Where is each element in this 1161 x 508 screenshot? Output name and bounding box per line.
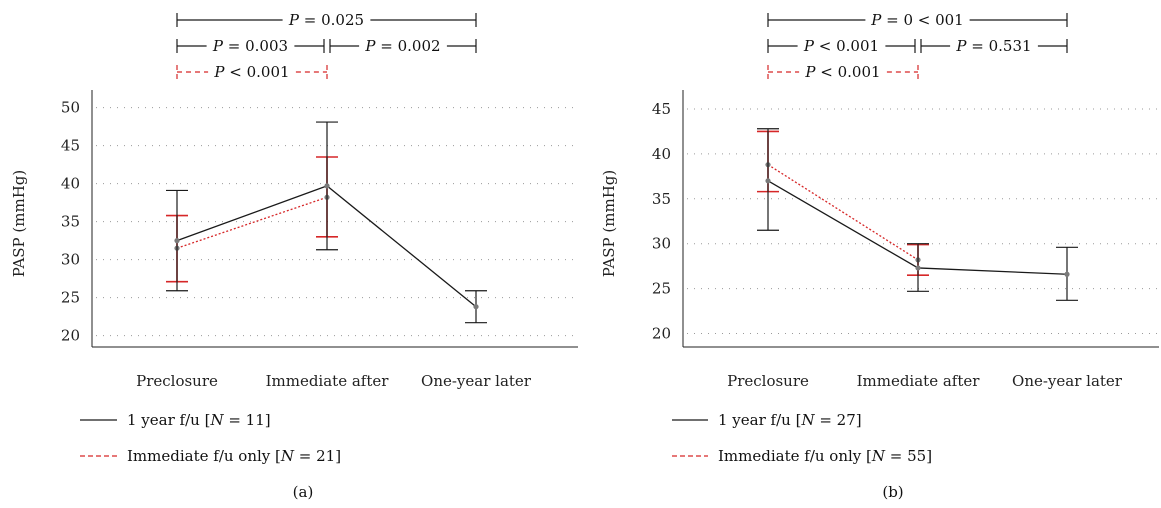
comparison-bracket: P = 0 < 001 — [767, 11, 1068, 29]
y-tick-label: 40 — [61, 175, 80, 193]
legend-entry: 1 year f/u [N = 11] — [80, 411, 271, 429]
x-tick-label: Immediate after — [266, 372, 390, 390]
comparison-bracket: P = 0.003 — [176, 37, 325, 55]
comparison-label: P < 0.001 — [804, 63, 880, 81]
y-axis-title: PASP (mmHg) — [10, 170, 28, 278]
chart-panel-a: 20 25 30 35 40 45 50 PASP (mmHg) Preclosure Immed… — [10, 11, 578, 501]
series-line-immediate-fu-only — [176, 196, 328, 249]
y-tick-label: 25 — [61, 289, 80, 307]
y-tick-label: 45 — [652, 100, 671, 118]
y-axis-title: PASP (mmHg) — [600, 170, 618, 278]
chart-panel-b: 20 25 30 35 40 45 PASP (mmHg) Preclosure Immedia… — [600, 11, 1159, 501]
x-tick-label: One-year later — [1012, 372, 1123, 390]
x-tick-label: Preclosure — [727, 372, 809, 390]
legend-label: 1 year f/u [N = 27] — [718, 411, 862, 429]
panel-label: (a) — [293, 483, 314, 501]
y-tick-label: 35 — [61, 213, 80, 231]
y-tick-label: 20 — [61, 327, 80, 345]
y-tick-label: 30 — [61, 251, 80, 269]
legend-entry: Immediate f/u only [N = 55] — [672, 447, 932, 465]
comparison-bracket: P = 0.025 — [176, 11, 477, 29]
data-point — [324, 183, 330, 189]
x-tick-label: One-year later — [421, 372, 532, 390]
comparison-label: P = 0.025 — [288, 11, 364, 29]
x-tick-label: Preclosure — [136, 372, 218, 390]
comparison-bracket: P < 0.001 — [176, 63, 328, 81]
data-point — [473, 304, 479, 310]
comparison-bracket: P < 0.001 — [767, 37, 916, 55]
data-point — [915, 265, 921, 271]
comparison-label: P < 0.001 — [213, 63, 289, 81]
comparison-label: P < 0.001 — [803, 37, 879, 55]
series-line-immediate-fu-only — [767, 164, 919, 261]
legend-entry: Immediate f/u only [N = 21] — [80, 447, 341, 465]
data-point — [1064, 271, 1070, 277]
legend-label: 1 year f/u [N = 11] — [127, 411, 271, 429]
comparison-label: P = 0.003 — [212, 37, 288, 55]
comparison-bracket: P = 0.531 — [920, 37, 1068, 55]
data-point — [765, 178, 771, 184]
panel-label: (b) — [882, 483, 903, 501]
y-tick-label: 45 — [61, 137, 80, 155]
legend-entry: 1 year f/u [N = 27] — [672, 411, 862, 429]
data-point — [174, 238, 180, 244]
legend-label: Immediate f/u only [N = 55] — [718, 447, 932, 465]
y-tick-label: 30 — [652, 235, 671, 253]
comparison-bracket: P = 0.002 — [329, 37, 477, 55]
comparison-label: P = 0.002 — [364, 37, 440, 55]
comparison-label: P = 0.531 — [955, 37, 1031, 55]
y-tick-label: 50 — [61, 99, 80, 117]
y-tick-label: 25 — [652, 280, 671, 298]
y-tick-label: 35 — [652, 190, 671, 208]
x-tick-label: Immediate after — [857, 372, 981, 390]
y-tick-label: 20 — [652, 325, 671, 343]
y-tick-label: 40 — [652, 145, 671, 163]
comparison-bracket: P < 0.001 — [767, 63, 919, 81]
comparison-label: P = 0 < 001 — [870, 11, 963, 29]
legend-label: Immediate f/u only [N = 21] — [127, 447, 341, 465]
